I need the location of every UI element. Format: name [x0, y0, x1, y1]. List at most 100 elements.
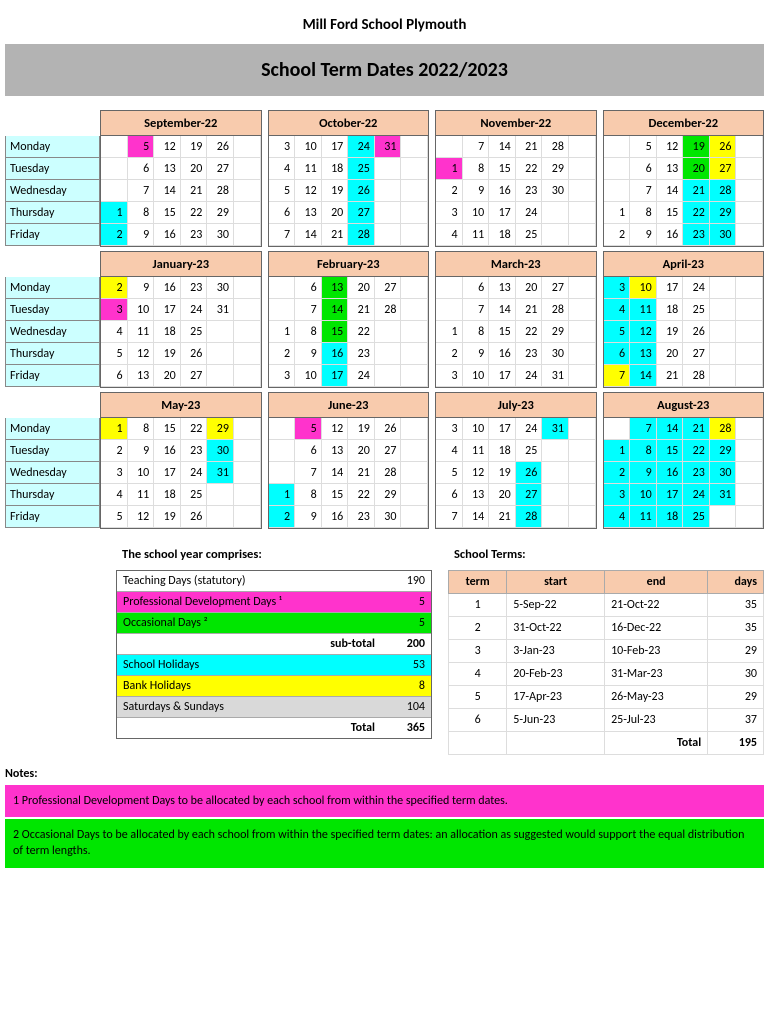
calendar-cell: 30 — [542, 343, 569, 365]
calendar-cell: 7 — [604, 365, 631, 387]
calendar-cell: 8 — [630, 202, 657, 224]
calendar-cell — [736, 506, 763, 528]
calendar-cell: 11 — [463, 440, 490, 462]
day-label: Thursday — [5, 202, 100, 224]
calendar-cell — [436, 277, 463, 299]
calendar-cell — [234, 321, 261, 343]
calendar-cell: 14 — [463, 506, 490, 528]
composition-value: 104 — [385, 697, 431, 717]
calendar-cell — [604, 158, 631, 180]
composition-label: Teaching Days (statutory) — [117, 571, 385, 591]
calendar-cell: 9 — [630, 462, 657, 484]
calendar-cell — [401, 440, 428, 462]
calendar-cell: 29 — [542, 158, 569, 180]
calendar-cell — [269, 440, 296, 462]
calendar-cell: 17 — [657, 277, 684, 299]
calendar-cell: 7 — [269, 224, 296, 246]
month-header: September-22 — [101, 111, 261, 136]
calendar-cell: 1 — [101, 418, 128, 440]
calendar-cell: 2 — [269, 343, 296, 365]
composition-row: Total365 — [117, 717, 431, 738]
calendar-cell: 23 — [181, 440, 208, 462]
terms-heading: School Terms: — [448, 543, 764, 566]
calendar-cell — [234, 299, 261, 321]
calendar-cell: 12 — [630, 321, 657, 343]
calendar-cell: 25 — [348, 158, 375, 180]
calendar-cell — [736, 180, 763, 202]
calendar-cell: 3 — [101, 462, 128, 484]
calendar-cell — [569, 224, 596, 246]
calendar-cell: 14 — [657, 180, 684, 202]
day-label: Thursday — [5, 343, 100, 365]
composition-label: Professional Development Days ¹ — [117, 592, 385, 612]
calendar-cell: 24 — [516, 202, 543, 224]
composition-label: sub-total — [117, 634, 385, 654]
calendar-cell: 24 — [181, 462, 208, 484]
calendar-cell — [401, 136, 428, 158]
month-block: November-2271421281815222929162330310172… — [435, 110, 597, 247]
calendar-cell: 4 — [436, 224, 463, 246]
bottom-section: The school year comprises: Teaching Days… — [5, 543, 764, 755]
calendar-cell: 8 — [295, 321, 322, 343]
calendar-cell: 23 — [516, 343, 543, 365]
calendar-cell: 15 — [322, 321, 349, 343]
calendar-cell: 16 — [657, 462, 684, 484]
calendar-cell — [569, 462, 596, 484]
day-label: Tuesday — [5, 299, 100, 321]
calendar-row: MondayTuesdayWednesdayThursdayFridayJanu… — [5, 251, 764, 388]
composition-row: Teaching Days (statutory)190 — [117, 571, 431, 591]
calendar-cell: 9 — [295, 343, 322, 365]
composition-value: 53 — [385, 655, 431, 675]
calendar-cell: 28 — [710, 418, 737, 440]
calendar-cell: 10 — [128, 462, 155, 484]
day-label: Monday — [5, 277, 100, 299]
calendar-cell: 20 — [348, 440, 375, 462]
calendar-cell: 31 — [375, 136, 402, 158]
day-label: Wednesday — [5, 180, 100, 202]
calendar-cell: 28 — [710, 180, 737, 202]
calendar-cell: 26 — [710, 136, 737, 158]
composition-value: 5 — [385, 613, 431, 633]
month-block: August-237142128181522292916233031017243… — [603, 392, 765, 529]
calendar-cell: 22 — [181, 202, 208, 224]
calendar-cell — [234, 440, 261, 462]
calendar-cell: 7 — [295, 462, 322, 484]
terms-header: days — [708, 571, 764, 594]
month-header: May-23 — [101, 393, 261, 418]
calendar-cell: 10 — [463, 418, 490, 440]
calendar-cell: 8 — [463, 321, 490, 343]
calendar-cell — [401, 484, 428, 506]
calendar-cell — [375, 202, 402, 224]
calendar-cell: 6 — [604, 343, 631, 365]
calendar-cell: 28 — [348, 224, 375, 246]
calendar-cell: 13 — [128, 365, 155, 387]
month-header: August-23 — [604, 393, 764, 418]
calendar-cell: 20 — [683, 158, 710, 180]
calendar-cell: 21 — [516, 136, 543, 158]
day-label: Wednesday — [5, 462, 100, 484]
calendar-cell — [736, 277, 763, 299]
calendar-cell: 19 — [322, 180, 349, 202]
calendar-cell: 18 — [154, 321, 181, 343]
calendar-cell: 23 — [181, 224, 208, 246]
calendar-cell — [736, 343, 763, 365]
calendar-cell: 25 — [516, 440, 543, 462]
calendar-cell — [736, 462, 763, 484]
calendar-cell — [401, 418, 428, 440]
calendar-cell: 30 — [542, 180, 569, 202]
calendar-cell: 22 — [181, 418, 208, 440]
calendar-cell: 14 — [489, 299, 516, 321]
calendar-cell: 25 — [516, 224, 543, 246]
calendar-cell: 3 — [604, 277, 631, 299]
calendar-cell — [401, 224, 428, 246]
composition-row: Occasional Days ²5 — [117, 612, 431, 633]
terms-panel: School Terms: termstartenddays15-Sep-222… — [448, 543, 764, 755]
calendar-cell: 9 — [463, 343, 490, 365]
calendar-cell: 16 — [489, 180, 516, 202]
composition-label: Occasional Days ² — [117, 613, 385, 633]
calendar-cell: 28 — [375, 299, 402, 321]
calendar-cell: 14 — [322, 462, 349, 484]
calendar-cell — [542, 462, 569, 484]
calendar-cell: 4 — [436, 440, 463, 462]
calendar-cell — [604, 136, 631, 158]
